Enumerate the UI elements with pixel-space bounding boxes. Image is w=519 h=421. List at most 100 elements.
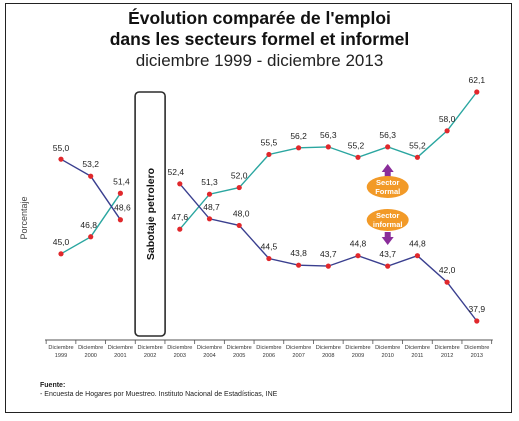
x-tick-label: 2010	[381, 353, 393, 359]
arrow-up-icon	[381, 164, 394, 178]
x-tick-label: Diciembre	[464, 345, 489, 351]
data-label-informal: 44,8	[409, 239, 426, 249]
data-point-informal	[296, 262, 302, 268]
x-tick-label: Diciembre	[405, 345, 430, 351]
data-point-formal	[266, 151, 272, 158]
data-label-informal: 44,8	[350, 239, 367, 249]
x-tick-label: 2009	[352, 353, 364, 359]
x-tick-label: Diciembre	[345, 345, 370, 351]
data-point-formal	[355, 154, 361, 160]
x-tick-label: 2007	[292, 353, 304, 359]
chart-title-line-2: dans les secteurs formel et informel	[109, 29, 410, 49]
data-point-informal	[88, 173, 94, 179]
data-label-informal: 43,8	[290, 248, 307, 258]
callout-informal-line-1: Sector	[376, 211, 399, 220]
x-tick-label: 2003	[174, 353, 186, 359]
callout-formal	[366, 176, 409, 198]
data-point-informal	[385, 263, 391, 269]
data-label-informal: 42,0	[439, 265, 456, 275]
data-label-formal: 46,8	[80, 220, 97, 230]
data-label-formal: 45,0	[53, 237, 70, 247]
arrow-down-icon	[381, 232, 394, 245]
annotation-box	[134, 91, 166, 337]
data-label-formal: 51,4	[113, 176, 130, 186]
data-point-informal	[325, 263, 331, 269]
callout-informal-line-2: informal	[373, 220, 403, 229]
data-point-formal	[296, 145, 302, 151]
data-point-formal	[444, 128, 450, 134]
data-label-formal: 56,2	[290, 131, 307, 141]
x-tick-label: 2006	[263, 353, 275, 359]
data-label-informal: 48,7	[203, 202, 220, 212]
data-label-informal: 48,6	[114, 203, 131, 213]
x-tick-label: 2004	[203, 353, 215, 359]
data-label-informal: 44,5	[261, 242, 278, 252]
data-label-formal: 62,1	[469, 75, 486, 85]
x-tick-label: Diciembre	[108, 345, 133, 351]
x-tick-label: Diciembre	[375, 345, 400, 351]
data-label-informal: 48,0	[233, 208, 250, 218]
data-label-informal: 43,7	[379, 249, 396, 259]
x-tick-label: 2001	[114, 353, 126, 359]
series-line-formal	[179, 91, 478, 230]
data-point-formal	[325, 144, 331, 150]
data-point-formal	[385, 144, 391, 150]
chart-title-line-1: Évolution comparée de l'emploi	[128, 8, 391, 28]
data-label-informal: 53,2	[82, 159, 99, 169]
data-label-formal: 56,3	[379, 130, 396, 140]
x-tick-label: Diciembre	[435, 345, 460, 351]
data-point-informal	[58, 156, 64, 162]
x-tick-label: Diciembre	[78, 345, 103, 351]
annotation-label: Sabotaje petrolero	[145, 168, 157, 260]
data-label-informal: 52,4	[168, 167, 185, 177]
data-point-formal	[177, 226, 183, 232]
callout-informal	[366, 209, 409, 231]
data-label-formal: 56,3	[320, 130, 337, 140]
data-point-informal	[474, 318, 480, 324]
x-tick-label: Diciembre	[286, 345, 311, 351]
x-tick-label: Diciembre	[138, 345, 163, 351]
data-label-formal: 47,6	[172, 212, 189, 222]
data-label-formal: 58,0	[439, 114, 456, 124]
chart-subtitle: diciembre 1999 - diciembre 2013	[135, 51, 384, 70]
source-text: - Encuesta de Hogares por Muestreo. Inst…	[40, 391, 278, 398]
x-tick-label: Diciembre	[316, 345, 341, 351]
data-point-formal	[58, 251, 64, 257]
y-axis-label: Porcentaje	[19, 196, 29, 239]
data-point-informal	[177, 181, 183, 187]
x-tick-label: 2008	[322, 353, 334, 359]
x-tick-label: Diciembre	[167, 345, 192, 351]
callout-formal-line-2: Formal	[375, 187, 400, 196]
x-tick-label: 2000	[84, 353, 96, 359]
data-label-formal: 51,3	[201, 177, 218, 187]
source-label: Fuente:	[40, 382, 66, 389]
data-point-informal	[117, 217, 123, 223]
data-point-informal	[444, 279, 450, 285]
data-point-informal	[236, 222, 242, 229]
data-label-informal: 37,9	[469, 304, 486, 314]
data-point-formal	[236, 184, 242, 191]
data-point-formal	[117, 190, 123, 196]
data-point-formal	[474, 89, 480, 95]
data-point-formal	[414, 154, 420, 160]
x-tick-label: Diciembre	[48, 345, 73, 351]
data-point-informal	[355, 253, 361, 259]
x-tick-label: 2012	[441, 353, 453, 359]
callout-formal-line-1: Sector	[376, 178, 399, 187]
x-tick-label: 2013	[471, 353, 483, 359]
data-label-formal: 55,5	[261, 137, 278, 147]
data-label-formal: 55,2	[409, 140, 426, 150]
x-tick-label: Diciembre	[197, 345, 222, 351]
x-tick-label: 1999	[55, 353, 67, 359]
data-point-informal	[206, 216, 213, 222]
data-label-formal: 52,0	[231, 171, 248, 181]
data-label-informal: 43,7	[320, 249, 337, 259]
x-tick-label: Diciembre	[227, 345, 252, 351]
data-point-formal	[206, 191, 213, 197]
x-tick-label: 2005	[233, 353, 245, 359]
x-tick-label: 2002	[144, 353, 156, 359]
data-label-informal: 55,0	[53, 143, 70, 153]
source-note: Fuente: - Encuesta de Hogares por Muestr…	[40, 381, 277, 399]
data-point-formal	[88, 234, 94, 240]
